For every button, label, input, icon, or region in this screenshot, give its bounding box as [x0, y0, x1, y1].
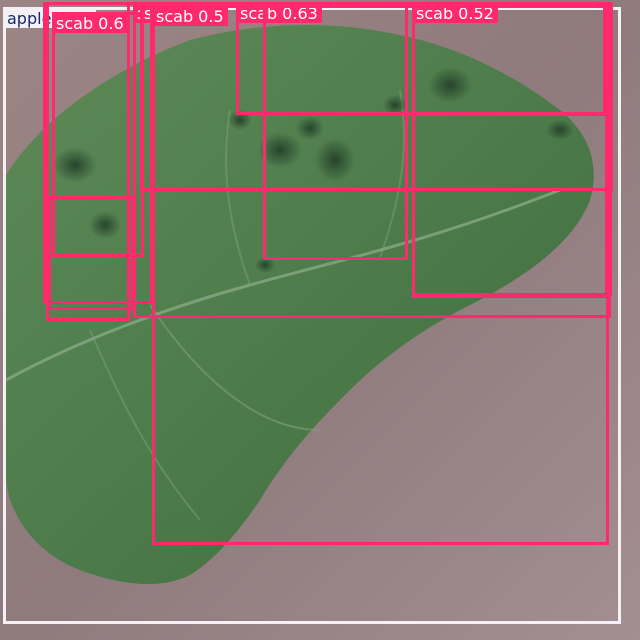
apple-leaf-photo [0, 0, 640, 640]
detection-stage: apple 0.93 scab 0.76 scab 0.73 scab 0.63 sca… [0, 0, 640, 640]
